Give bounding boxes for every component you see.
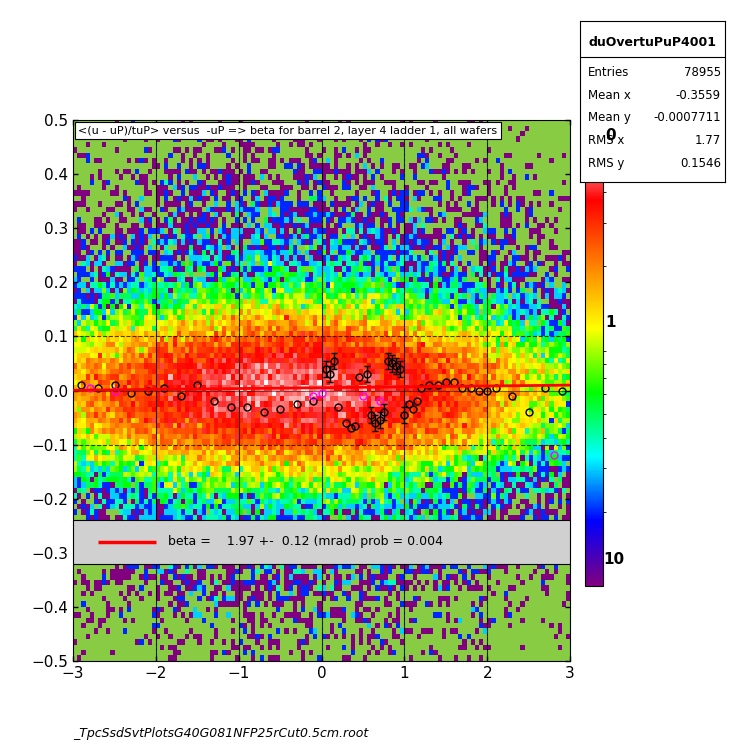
Text: Entries: Entries <box>588 66 629 79</box>
Text: Mean x: Mean x <box>588 89 631 102</box>
Text: Mean y: Mean y <box>588 111 631 125</box>
Text: 0: 0 <box>605 128 616 143</box>
Text: -0.0007711: -0.0007711 <box>654 111 721 125</box>
Text: <(u - uP)/tuP> versus  -uP => beta for barrel 2, layer 4 ladder 1, all wafers: <(u - uP)/tuP> versus -uP => beta for ba… <box>78 125 497 136</box>
Text: RMS y: RMS y <box>588 157 624 170</box>
Text: 78955: 78955 <box>683 66 721 79</box>
Text: 1.77: 1.77 <box>694 134 721 147</box>
Text: 0.1546: 0.1546 <box>680 157 721 170</box>
Text: 1: 1 <box>605 315 616 330</box>
Text: RMS x: RMS x <box>588 134 624 147</box>
Bar <box>73 520 570 563</box>
Text: -0.3559: -0.3559 <box>675 89 721 102</box>
Text: beta =    1.97 +-  0.12 (mrad) prob = 0.004: beta = 1.97 +- 0.12 (mrad) prob = 0.004 <box>168 535 444 548</box>
Text: 10: 10 <box>603 552 624 567</box>
Text: duOvertuPuP4001: duOvertuPuP4001 <box>588 35 717 49</box>
Text: _TpcSsdSvtPlotsG40G081NFP25rCut0.5cm.root: _TpcSsdSvtPlotsG40G081NFP25rCut0.5cm.roo… <box>73 727 368 740</box>
